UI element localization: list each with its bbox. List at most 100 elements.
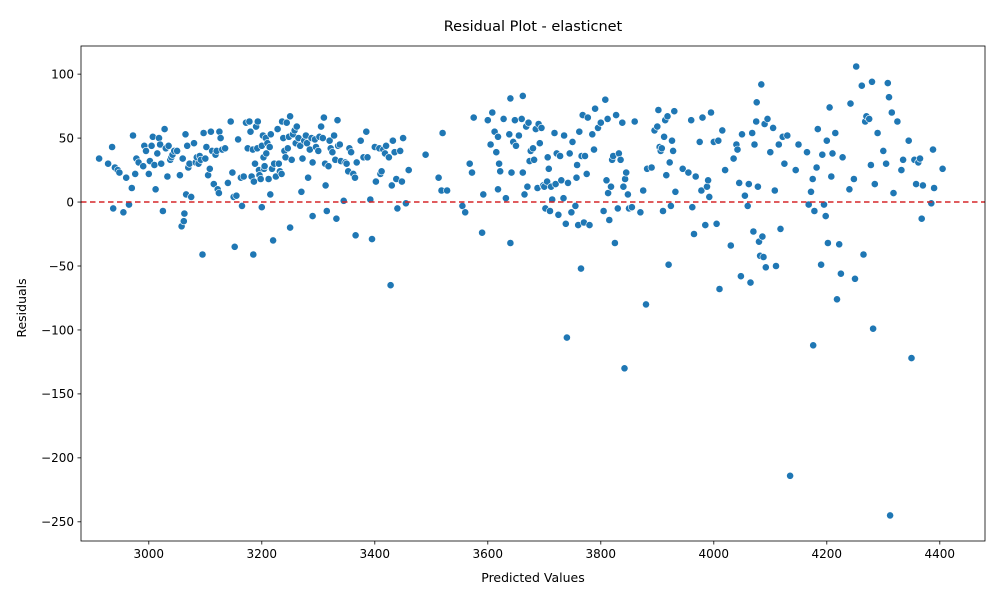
data-point-262 bbox=[556, 152, 564, 160]
y-tick-label: 100 bbox=[51, 67, 74, 81]
y-axis-label: Residuals bbox=[14, 278, 29, 337]
data-point-163 bbox=[335, 140, 344, 149]
data-point-165 bbox=[339, 196, 348, 205]
data-point-412 bbox=[835, 240, 844, 249]
data-point-317 bbox=[647, 163, 656, 172]
x-tick-label: 3800 bbox=[586, 547, 617, 561]
data-point-405 bbox=[822, 136, 831, 145]
data-point-133 bbox=[296, 141, 305, 150]
data-point-117 bbox=[277, 169, 286, 178]
data-point-76 bbox=[230, 242, 239, 251]
data-point-432 bbox=[883, 79, 892, 87]
data-point-330 bbox=[665, 158, 674, 167]
data-point-392 bbox=[794, 140, 803, 149]
data-point-135 bbox=[298, 154, 307, 163]
data-point-115 bbox=[274, 159, 283, 168]
data-point-437 bbox=[893, 117, 902, 126]
data-point-410 bbox=[831, 129, 840, 137]
data-point-285 bbox=[588, 130, 597, 139]
data-point-40 bbox=[178, 154, 187, 163]
data-point-74 bbox=[228, 168, 237, 177]
data-point-190 bbox=[386, 281, 395, 290]
data-point-29 bbox=[160, 125, 169, 134]
data-point-401 bbox=[817, 260, 825, 269]
data-point-344 bbox=[698, 113, 707, 122]
data-point-6 bbox=[115, 168, 124, 177]
data-point-263 bbox=[557, 176, 566, 185]
data-point-175 bbox=[356, 136, 365, 145]
data-point-443 bbox=[912, 180, 920, 188]
data-point-254 bbox=[544, 164, 553, 173]
data-point-225 bbox=[505, 130, 514, 139]
data-point-273 bbox=[572, 173, 581, 182]
y-tick-label: −50 bbox=[49, 259, 74, 273]
data-point-450 bbox=[930, 184, 938, 192]
data-point-446 bbox=[917, 214, 926, 223]
scatter-points bbox=[95, 62, 947, 520]
data-point-438 bbox=[897, 166, 906, 174]
data-point-12 bbox=[131, 169, 140, 178]
data-point-160 bbox=[332, 214, 341, 223]
y-tick-label: −250 bbox=[41, 515, 74, 529]
data-point-219 bbox=[494, 132, 502, 141]
data-point-208 bbox=[461, 208, 470, 217]
data-point-78 bbox=[234, 135, 242, 144]
data-point-73 bbox=[226, 117, 235, 126]
data-point-98 bbox=[257, 203, 266, 212]
data-point-384 bbox=[772, 262, 780, 270]
data-point-232 bbox=[515, 131, 523, 140]
data-point-325 bbox=[660, 132, 668, 141]
data-point-342 bbox=[695, 137, 704, 146]
data-point-400 bbox=[813, 125, 822, 134]
data-point-234 bbox=[518, 92, 527, 100]
data-point-172 bbox=[351, 173, 359, 182]
data-point-107 bbox=[265, 143, 274, 151]
data-point-228 bbox=[507, 168, 516, 177]
data-point-296 bbox=[607, 182, 615, 191]
y-axis-ticks: −250 −200 −150 −100 −50 0 50 100 bbox=[41, 67, 81, 529]
data-point-292 bbox=[602, 176, 611, 185]
data-point-202 bbox=[421, 150, 430, 159]
x-tick-label: 3600 bbox=[473, 547, 504, 561]
data-point-69 bbox=[216, 134, 225, 142]
data-point-71 bbox=[221, 144, 229, 153]
data-point-31 bbox=[163, 172, 172, 181]
data-point-406 bbox=[824, 239, 832, 247]
data-point-380 bbox=[763, 115, 772, 123]
data-point-353 bbox=[715, 285, 724, 293]
data-point-381 bbox=[766, 148, 775, 157]
data-point-433 bbox=[885, 93, 893, 102]
data-point-363 bbox=[741, 191, 749, 200]
data-point-7 bbox=[119, 208, 128, 217]
data-point-445 bbox=[916, 154, 924, 163]
data-point-386 bbox=[776, 224, 785, 233]
data-point-337 bbox=[684, 168, 693, 177]
data-point-346 bbox=[703, 182, 711, 191]
data-point-306 bbox=[620, 364, 629, 373]
data-point-448 bbox=[927, 199, 936, 208]
data-point-411 bbox=[833, 295, 841, 304]
data-point-345 bbox=[701, 221, 710, 229]
data-point-231 bbox=[512, 141, 520, 150]
data-point-205 bbox=[438, 129, 447, 137]
data-point-391 bbox=[791, 166, 800, 174]
data-point-351 bbox=[712, 219, 721, 228]
data-point-177 bbox=[362, 127, 371, 136]
data-point-409 bbox=[828, 149, 837, 158]
data-point-43 bbox=[181, 130, 190, 139]
x-tick-label: 4000 bbox=[699, 547, 730, 561]
data-point-41 bbox=[179, 217, 188, 226]
data-point-226 bbox=[506, 239, 515, 247]
data-point-126 bbox=[286, 223, 294, 232]
data-point-209 bbox=[465, 159, 474, 168]
data-point-394 bbox=[804, 200, 813, 209]
data-point-17 bbox=[142, 146, 150, 155]
data-point-440 bbox=[904, 136, 913, 145]
data-point-158 bbox=[330, 131, 338, 140]
data-point-282 bbox=[582, 169, 591, 178]
data-point-398 bbox=[810, 207, 819, 215]
data-point-375 bbox=[757, 80, 766, 89]
data-point-185 bbox=[377, 167, 386, 176]
data-point-221 bbox=[495, 159, 503, 168]
data-point-389 bbox=[783, 131, 792, 140]
